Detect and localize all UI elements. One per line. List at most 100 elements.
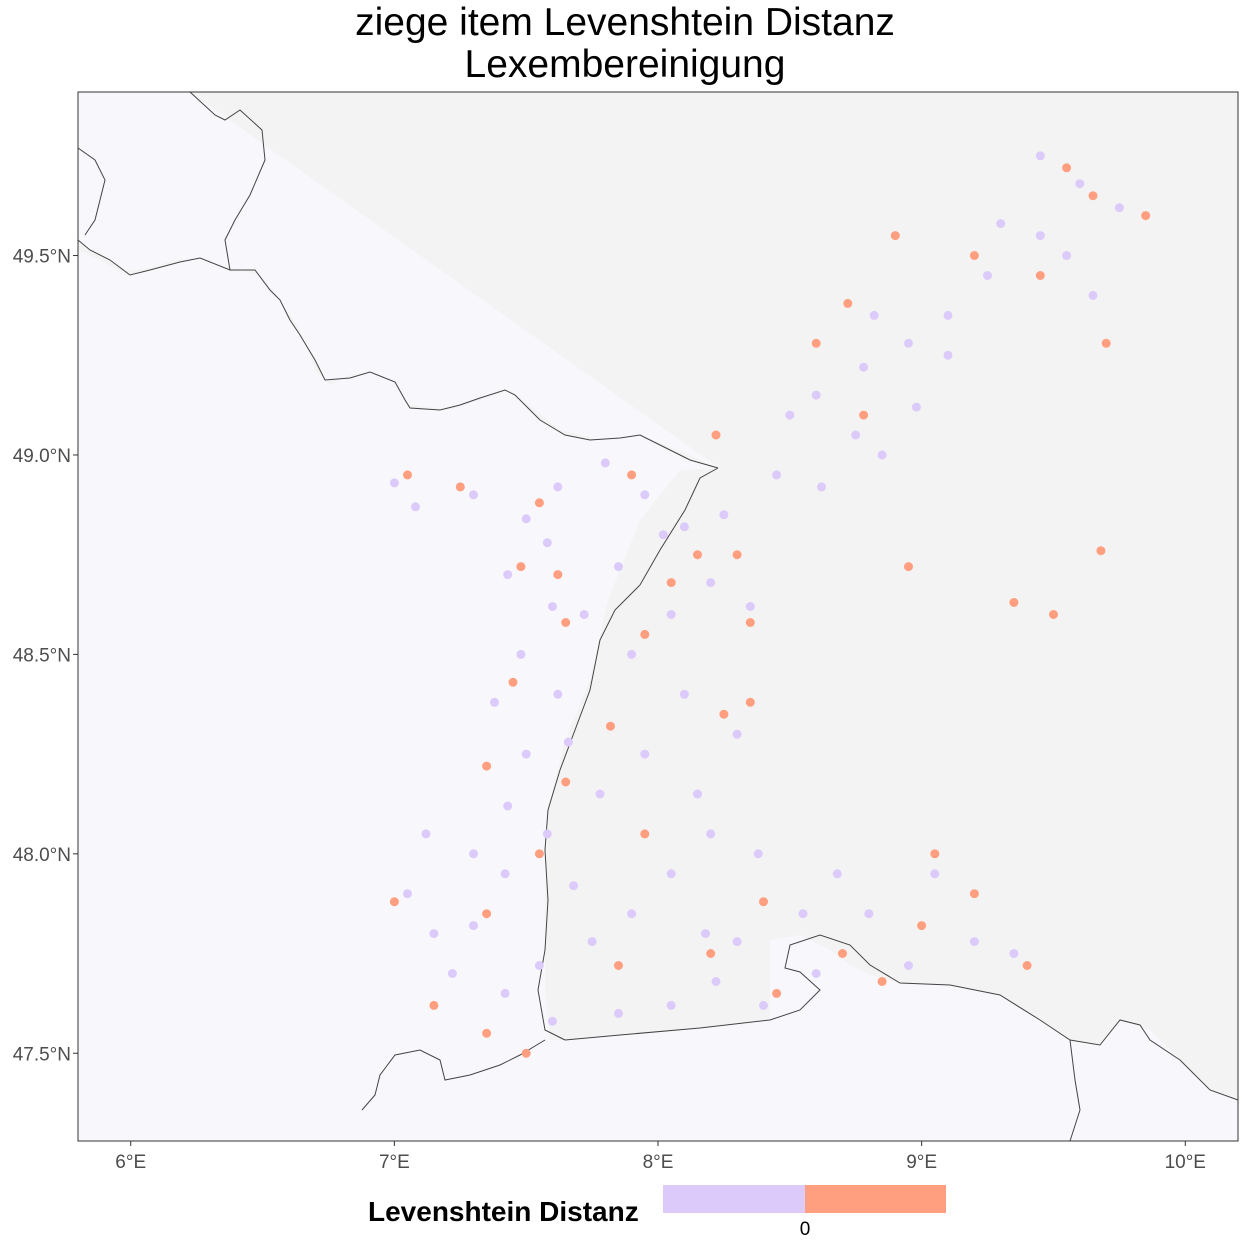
data-point	[569, 881, 579, 891]
data-point	[389, 478, 399, 488]
data-point	[447, 969, 457, 978]
data-point	[745, 618, 755, 627]
data-point	[1062, 163, 1072, 173]
data-point	[811, 338, 821, 348]
data-point	[542, 538, 552, 548]
data-point	[679, 522, 689, 532]
legend-swatch-1	[804, 1185, 946, 1213]
data-point	[1022, 961, 1032, 970]
data-point	[666, 1000, 676, 1010]
y-tick-label: 48.5°N	[13, 645, 71, 666]
data-point	[553, 570, 563, 580]
data-point	[516, 562, 526, 572]
data-point	[429, 929, 439, 939]
data-point	[534, 849, 544, 859]
data-point	[640, 749, 650, 759]
data-point	[482, 909, 492, 919]
data-point	[403, 889, 412, 899]
plot-panel	[77, 91, 1239, 1142]
data-point	[640, 629, 650, 639]
data-point	[666, 578, 676, 588]
x-tick-label: 8°E	[643, 1152, 674, 1173]
legend-title: Levenshtein Distanz	[368, 1196, 639, 1227]
data-point	[469, 849, 478, 859]
legend-swatch-0	[663, 1185, 805, 1213]
data-point	[811, 390, 821, 400]
map-title: ziege item Levenshtein Distanz Lexembere…	[0, 2, 1250, 86]
data-point	[693, 789, 702, 799]
x-tick-label: 10°E	[1165, 1152, 1206, 1173]
data-point	[553, 482, 563, 492]
data-point	[732, 937, 742, 947]
border-line-southwest	[361, 1039, 1081, 1142]
data-point	[785, 410, 795, 420]
data-point	[516, 649, 526, 659]
data-point	[753, 849, 763, 859]
data-point	[832, 869, 842, 879]
data-point	[843, 298, 853, 308]
y-tick-label: 49.5°N	[13, 247, 71, 268]
data-point	[917, 921, 927, 931]
data-point	[904, 562, 913, 572]
data-point	[1009, 949, 1019, 958]
data-point	[521, 1048, 531, 1058]
data-point	[890, 231, 900, 241]
data-point	[1062, 251, 1072, 260]
data-point	[389, 897, 399, 907]
data-point	[969, 251, 979, 260]
data-point	[1088, 191, 1098, 201]
data-point	[745, 602, 755, 611]
data-point	[614, 1008, 623, 1018]
data-point	[1035, 231, 1045, 241]
data-point	[469, 490, 478, 500]
data-point	[553, 689, 563, 699]
data-point	[969, 889, 979, 899]
data-point	[600, 458, 610, 468]
data-point	[666, 869, 676, 879]
data-point	[614, 562, 623, 572]
data-point	[1096, 546, 1106, 556]
data-point	[640, 829, 650, 839]
data-point	[719, 510, 729, 520]
border-line-west	[77, 91, 266, 276]
data-point	[521, 514, 531, 524]
data-point	[693, 550, 702, 560]
data-point	[429, 1000, 439, 1010]
data-point	[732, 729, 742, 739]
data-point	[521, 749, 531, 759]
data-point	[1035, 271, 1045, 280]
data-points	[389, 151, 1151, 1058]
data-point	[1075, 179, 1085, 189]
y-tick-label: 49.0°N	[13, 446, 71, 467]
data-point	[772, 988, 782, 998]
data-point	[701, 929, 710, 939]
data-point	[969, 937, 979, 947]
data-point	[579, 610, 589, 619]
data-point	[534, 498, 544, 508]
data-point	[606, 721, 615, 731]
data-point	[930, 869, 940, 879]
data-point	[503, 570, 513, 580]
data-point	[943, 310, 953, 320]
data-point	[859, 410, 869, 420]
data-point	[1114, 203, 1124, 213]
x-tick-label: 9°E	[906, 1152, 937, 1173]
y-axis: 47.5°N 48.0°N 48.5°N 49.0°N 49.5°N	[13, 247, 78, 1065]
data-point	[943, 350, 953, 360]
border-line-south	[564, 934, 1239, 1101]
data-point	[1009, 598, 1019, 607]
data-point	[864, 909, 874, 919]
data-point	[851, 430, 861, 440]
data-point	[403, 470, 412, 480]
data-point	[877, 977, 887, 986]
data-point	[1088, 290, 1098, 300]
region-north-east	[78, 92, 1238, 1100]
data-point	[490, 697, 499, 707]
data-point	[1141, 211, 1151, 221]
data-point	[658, 530, 668, 540]
data-point	[911, 402, 921, 412]
data-point	[732, 550, 742, 560]
data-point	[904, 338, 913, 348]
data-point	[679, 689, 689, 699]
data-point	[561, 777, 571, 787]
